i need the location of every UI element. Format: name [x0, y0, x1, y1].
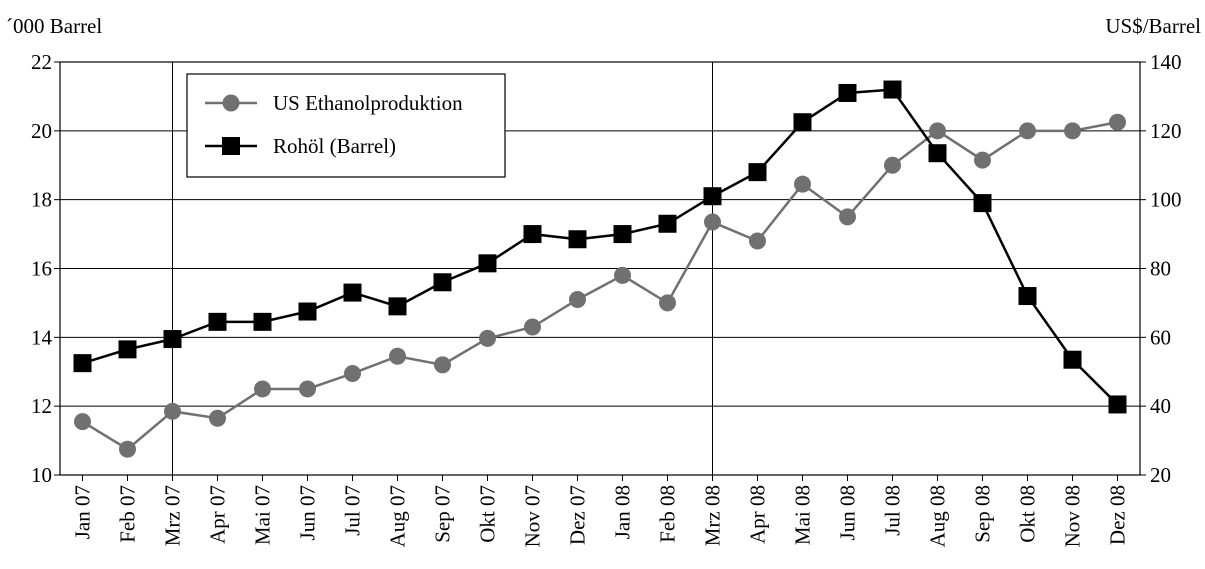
- x-tick-label: Mai 08: [791, 485, 815, 545]
- legend-marker-crude-oil: [222, 137, 240, 155]
- x-tick-label: Okt 08: [1016, 485, 1040, 543]
- data-point-ethanol: [569, 290, 586, 308]
- x-tick-label: Aug 08: [926, 485, 950, 547]
- x-tick-label: Dez 07: [566, 485, 590, 545]
- data-point-ethanol: [164, 402, 181, 420]
- x-tick-label: Mrz 08: [701, 485, 725, 546]
- x-tick-label: Mrz 07: [161, 485, 185, 546]
- data-point-crude-oil: [928, 144, 947, 163]
- y-right-tick-label: 100: [1150, 188, 1182, 212]
- data-point-crude-oil: [613, 225, 632, 244]
- data-point-crude-oil: [568, 230, 587, 249]
- series-layer: [73, 80, 1127, 458]
- data-point-ethanol: [614, 266, 631, 284]
- x-tick-label: Jun 08: [836, 485, 860, 540]
- legend-box: [186, 73, 506, 178]
- data-point-crude-oil: [433, 273, 452, 292]
- data-point-crude-oil: [388, 297, 407, 316]
- data-point-crude-oil: [973, 194, 992, 213]
- y-right-tick-label: 140: [1150, 50, 1182, 74]
- legend-label-ethanol: US Ethanolproduktion: [273, 91, 463, 115]
- y-left-tick-label: 22: [31, 50, 52, 74]
- data-point-ethanol: [884, 156, 901, 174]
- y-axis-right-label: US$/Barrel: [1105, 14, 1201, 38]
- x-tick-label: Sep 08: [971, 485, 995, 543]
- data-point-ethanol: [929, 122, 946, 140]
- x-tick-label: Apr 07: [206, 485, 230, 544]
- x-tick-label: Nov 07: [521, 485, 545, 547]
- data-point-ethanol: [749, 232, 766, 250]
- x-tick-label: Mai 07: [251, 485, 275, 545]
- data-point-crude-oil: [793, 113, 812, 132]
- legend: US Ethanolproduktion Rohöl (Barrel): [186, 73, 506, 178]
- x-tick-label: Sep 07: [431, 485, 455, 543]
- data-point-crude-oil: [253, 312, 272, 331]
- data-point-crude-oil: [208, 312, 227, 331]
- axes: 10 12 14 16 18 20 22 20 40 60 80 100 120 140 Jan 07 Feb…: [31, 50, 1182, 547]
- y-left-tick-label: 14: [31, 325, 53, 349]
- x-tick-label: Nov 08: [1061, 485, 1085, 547]
- x-tick-label: Jan 08: [611, 485, 635, 539]
- x-tick-label: Apr 08: [746, 485, 770, 544]
- data-point-ethanol: [119, 440, 136, 458]
- data-point-ethanol: [1019, 122, 1036, 140]
- x-tick-label: Dez 08: [1106, 485, 1130, 545]
- data-point-crude-oil: [118, 340, 137, 359]
- x-tick-label: Jul 07: [341, 485, 365, 536]
- x-tick-label: Okt 07: [476, 485, 500, 543]
- data-point-ethanol: [839, 208, 856, 226]
- data-point-ethanol: [704, 213, 721, 231]
- data-point-crude-oil: [163, 330, 182, 349]
- x-tick-label: Jul 08: [881, 485, 905, 536]
- legend-label-crude-oil: Rohöl (Barrel): [273, 134, 396, 158]
- legend-marker-ethanol: [222, 94, 240, 112]
- data-point-ethanol: [479, 329, 496, 347]
- series-line-ethanol: [81, 121, 1118, 451]
- y-left-tick-label: 16: [31, 257, 52, 281]
- data-point-crude-oil: [343, 283, 362, 302]
- data-point-crude-oil: [1108, 395, 1127, 414]
- data-point-ethanol: [434, 356, 451, 374]
- y-axis-left-label: ´000 Barrel: [6, 14, 103, 38]
- data-point-ethanol: [209, 409, 226, 427]
- data-point-crude-oil: [73, 354, 92, 373]
- data-point-crude-oil: [298, 302, 317, 321]
- data-point-crude-oil: [1063, 350, 1082, 369]
- data-point-ethanol: [974, 151, 991, 169]
- data-point-crude-oil: [883, 80, 902, 99]
- y-right-tick-label: 20: [1150, 463, 1171, 487]
- data-point-crude-oil: [838, 83, 857, 102]
- x-tick-label: Feb 07: [116, 485, 140, 543]
- data-point-ethanol: [659, 294, 676, 312]
- y-right-tick-label: 60: [1150, 325, 1171, 349]
- x-tick-label: Aug 07: [386, 485, 410, 547]
- y-left-tick-label: 20: [31, 119, 52, 143]
- y-left-tick-label: 10: [31, 463, 52, 487]
- data-point-crude-oil: [1018, 287, 1037, 306]
- data-point-ethanol: [74, 413, 91, 431]
- data-point-crude-oil: [478, 254, 497, 273]
- data-point-ethanol: [254, 380, 271, 398]
- data-point-ethanol: [344, 364, 361, 382]
- x-tick-label: Jun 07: [296, 485, 320, 540]
- data-point-crude-oil: [523, 225, 542, 244]
- data-point-ethanol: [389, 347, 406, 365]
- data-point-crude-oil: [658, 214, 677, 233]
- data-point-ethanol: [524, 318, 541, 336]
- data-point-ethanol: [1064, 122, 1081, 140]
- data-point-ethanol: [299, 380, 316, 398]
- data-point-crude-oil: [748, 163, 767, 182]
- data-point-ethanol: [794, 175, 811, 193]
- y-right-tick-label: 40: [1150, 394, 1171, 418]
- data-point-ethanol: [1109, 113, 1126, 131]
- y-left-tick-label: 18: [31, 188, 52, 212]
- x-tick-label: Feb 08: [656, 485, 680, 543]
- x-tick-label: Jan 07: [71, 485, 95, 539]
- y-left-tick-label: 12: [31, 394, 52, 418]
- data-point-crude-oil: [703, 187, 722, 206]
- y-right-tick-label: 80: [1150, 257, 1171, 281]
- y-right-tick-label: 120: [1150, 119, 1182, 143]
